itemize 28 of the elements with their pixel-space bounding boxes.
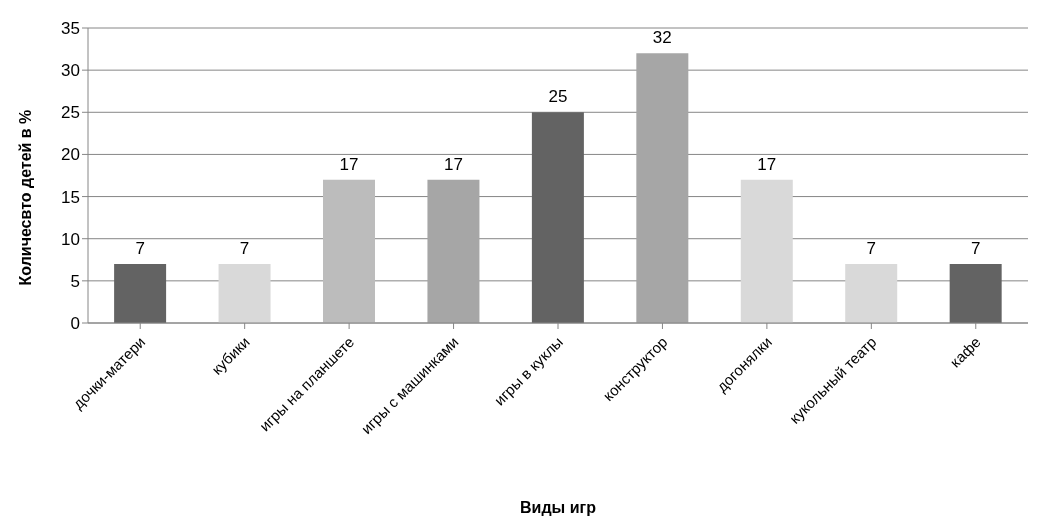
data-label: 32 [652,28,672,48]
bar [323,179,375,323]
x-axis-title: Виды игр [520,499,597,516]
y-tick-label: 10 [61,229,80,249]
y-tick-label: 0 [70,314,80,334]
bar [531,112,584,323]
y-tick-label: 15 [61,187,80,207]
y-tick-label: 35 [61,19,80,39]
y-axis-title: Количесвто детей в % [16,109,34,286]
bar [427,179,480,323]
data-label: 7 [239,239,250,258]
data-label: 25 [548,87,568,107]
bar [949,264,1002,323]
y-tick-label: 5 [70,271,80,291]
data-label: 7 [970,239,981,258]
y-tick-label: 20 [61,145,80,165]
data-label: 7 [135,239,145,258]
y-tick-label: 30 [61,61,80,81]
data-label: 17 [443,154,463,174]
data-label: 17 [339,154,359,174]
bar [845,264,898,323]
bar [114,264,167,323]
bar [636,53,689,323]
data-label: 17 [757,154,777,174]
bar [218,264,271,323]
data-label: 7 [866,239,876,258]
bar [740,179,793,323]
y-tick-label: 25 [61,103,80,123]
